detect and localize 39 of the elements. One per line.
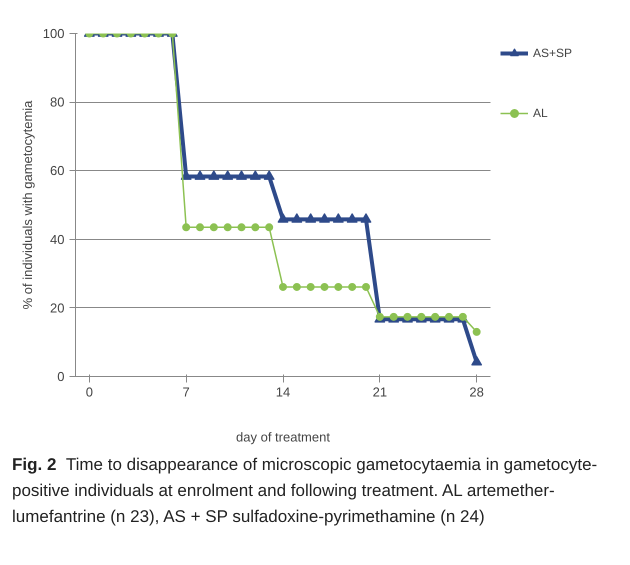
y-tick-label: 80: [50, 94, 65, 110]
x-tick-label: 0: [86, 384, 93, 400]
y-tick-label: 100: [42, 26, 65, 41]
point: [278, 213, 288, 223]
caption: Fig. 2 Time to disappearance of microscopic gametocytaemia in gametocyte-positive individuals at enrolment and following treatment. AL artemether-lumefantrine (n 23), AS + SP sulfadoxine-pyrimethamine (n 24): [12, 454, 598, 528]
point: [305, 213, 316, 223]
point: [182, 223, 190, 232]
point: [471, 356, 482, 366]
point: [210, 223, 218, 232]
point: [360, 213, 372, 223]
point: [292, 282, 301, 291]
point: [319, 213, 330, 223]
point: [346, 213, 358, 223]
y-axis-title: % of individuals with gametocytemia: [20, 100, 35, 310]
point: [224, 223, 232, 232]
point: [238, 223, 246, 232]
point: [334, 282, 342, 291]
x-tick-label: 14: [276, 384, 290, 400]
y-tick-label: 0: [57, 369, 65, 384]
point: [306, 282, 315, 291]
x-axis-title: day of treatment: [236, 430, 330, 444]
point: [320, 282, 328, 291]
x-tick-label: 21: [372, 384, 388, 400]
y-tick-label: 40: [50, 232, 65, 247]
point: [348, 282, 356, 291]
x-tick-label: 28: [469, 384, 484, 400]
y-tick-label: 20: [50, 300, 65, 316]
legend-label: AS+SP: [533, 46, 572, 60]
y-tick-label: 60: [50, 163, 65, 178]
x-tick-label: 7: [182, 384, 190, 400]
point: [472, 328, 481, 336]
point: [279, 282, 287, 291]
point: [362, 282, 370, 291]
point: [196, 223, 204, 232]
legend-label: AL: [533, 106, 549, 120]
point: [332, 213, 344, 223]
point: [291, 213, 302, 223]
point: [265, 223, 274, 232]
point: [251, 223, 260, 232]
